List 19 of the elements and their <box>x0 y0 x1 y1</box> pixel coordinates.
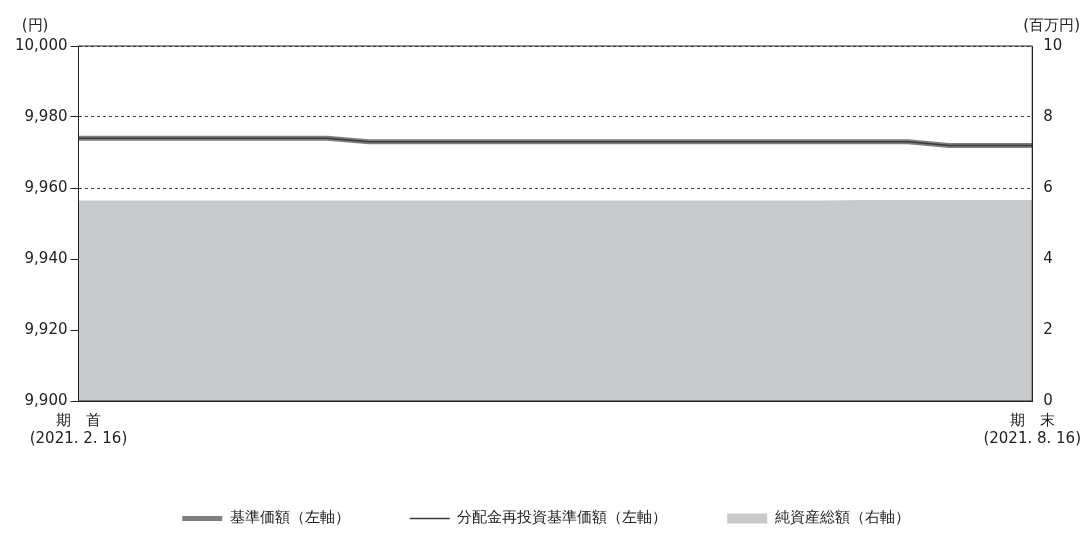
legend-label: 純資産総額（右軸） <box>774 508 910 527</box>
y2-tick-label: 2 <box>1043 319 1053 338</box>
y-tick-label: 10,000 <box>14 35 68 54</box>
x-tick-label: 期 末 (2021. 8. 16) <box>983 410 1082 447</box>
y-tick-label: 9,980 <box>24 106 68 125</box>
y-tick-label: 9,940 <box>24 248 68 267</box>
y-axis-title: (円) <box>21 16 49 35</box>
y-tick-label: 9,920 <box>24 319 68 338</box>
y2-axis-title: (百万円) <box>1023 16 1080 35</box>
y2-tick-label: 6 <box>1043 177 1053 196</box>
y2-tick-label: 8 <box>1043 106 1053 125</box>
y2-tick-label: 4 <box>1043 248 1053 267</box>
x-tick-label: 期 首 (2021. 2. 16) <box>29 410 128 447</box>
y-tick-label: 9,900 <box>24 390 68 409</box>
legend-label: 基準価額（左軸） <box>229 508 350 527</box>
y2-tick-label: 0 <box>1043 390 1053 409</box>
y2-tick-label: 10 <box>1043 35 1063 54</box>
legend-label: 分配金再投資基準価額（左軸） <box>457 508 668 527</box>
y-tick-label: 9,960 <box>24 177 68 196</box>
